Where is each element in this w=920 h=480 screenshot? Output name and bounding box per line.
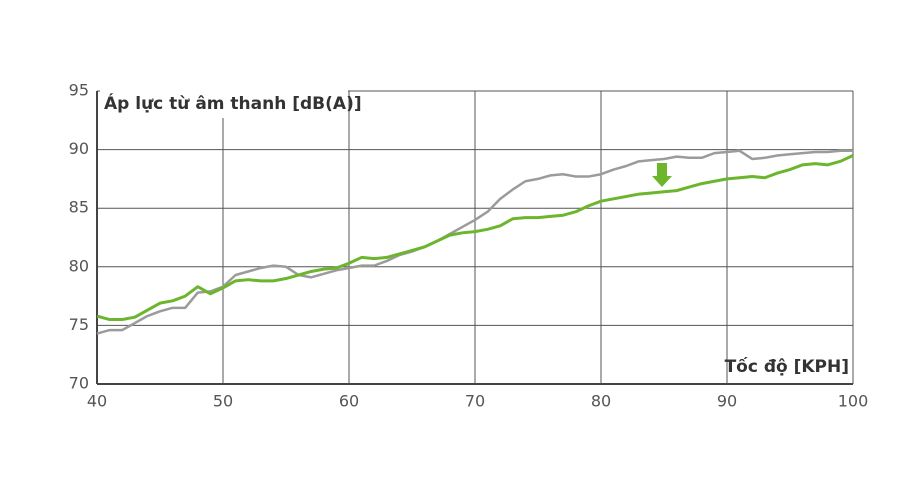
x-tick-label: 40 <box>87 392 107 411</box>
x-axis-label: Tốc độ [KPH] <box>725 356 849 377</box>
y-axis-label: Áp lực từ âm thanh [dB(A)] <box>104 92 362 114</box>
x-tick-label: 70 <box>465 392 485 411</box>
y-tick-label: 90 <box>69 139 89 158</box>
x-tick-label: 90 <box>717 392 737 411</box>
y-tick-label: 70 <box>69 374 89 393</box>
x-tick-label: 50 <box>213 392 233 411</box>
label-bg <box>100 90 348 118</box>
x-tick-label: 100 <box>838 392 869 411</box>
y-tick-label: 85 <box>69 198 89 217</box>
x-tick-label: 80 <box>591 392 611 411</box>
y-tick-label: 80 <box>69 256 89 275</box>
x-tick-label: 60 <box>339 392 359 411</box>
y-tick-label: 95 <box>69 81 89 100</box>
arrow <box>652 163 672 187</box>
line <box>96 154 854 322</box>
y-tick-label: 75 <box>69 315 89 334</box>
